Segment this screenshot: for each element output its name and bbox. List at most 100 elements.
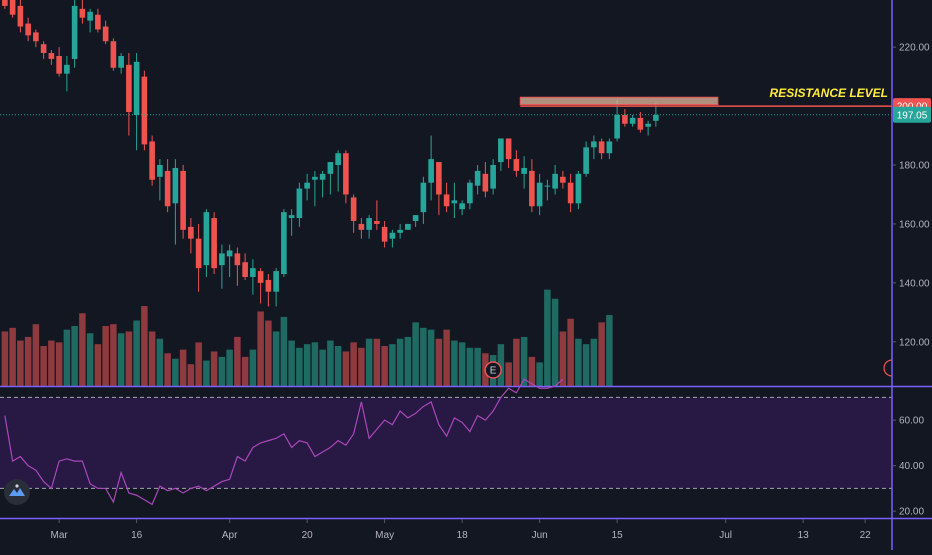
candle	[405, 223, 411, 230]
volume-bar	[86, 333, 94, 386]
resistance-zone[interactable]	[519, 96, 719, 106]
time-tick-label: Apr	[222, 530, 238, 541]
candle-body	[536, 182, 543, 207]
candle-body	[17, 5, 24, 27]
volume-bar	[179, 349, 187, 386]
candle	[64, 55, 70, 92]
candle-body	[304, 182, 310, 189]
volume-bar	[435, 338, 443, 386]
candle	[560, 170, 566, 189]
candle-body	[273, 271, 279, 292]
candle-body	[149, 141, 155, 180]
candle	[467, 179, 473, 210]
candle	[149, 135, 155, 186]
candle	[443, 182, 450, 213]
candle-body	[560, 176, 566, 183]
candle	[498, 138, 504, 171]
volume-bar	[319, 349, 326, 386]
price-tags: 200.00 197.05	[893, 98, 931, 123]
volume-bar	[381, 346, 388, 386]
candle-body	[71, 5, 78, 59]
price-tick-label: 140.00	[899, 278, 930, 289]
volume-bar	[17, 340, 24, 386]
candle	[203, 209, 210, 277]
candle-body	[343, 153, 349, 195]
candle-body	[64, 64, 70, 74]
candle-body	[606, 141, 613, 154]
volume-bar	[396, 338, 404, 386]
candle	[653, 103, 659, 127]
volume-bar	[606, 315, 613, 386]
candle	[219, 244, 225, 289]
candle-body	[637, 117, 644, 130]
volume-bar	[528, 356, 536, 386]
volume-bar	[288, 340, 295, 386]
candle	[242, 253, 248, 280]
candle	[71, 0, 78, 68]
time-axis[interactable]: Mar 16 Apr 20 May 18 Jun 15 Jul 13 22	[51, 519, 872, 541]
candle	[327, 162, 334, 195]
candle-body	[490, 165, 496, 189]
candle	[490, 159, 496, 195]
rsi-axis[interactable]: 60.00 40.00 20.00	[892, 416, 924, 518]
time-tick-label: 20	[302, 530, 314, 541]
candle	[25, 17, 31, 42]
candle	[567, 173, 574, 213]
candle	[40, 41, 47, 59]
volume-bar	[474, 347, 481, 386]
candle	[335, 150, 341, 192]
candle-body	[188, 226, 194, 239]
candle-body	[544, 185, 551, 187]
candle-body	[614, 114, 620, 139]
volume-bar	[203, 360, 210, 386]
tradingview-logo-icon[interactable]	[4, 479, 30, 505]
candle	[95, 8, 101, 33]
candle	[358, 218, 365, 239]
candle	[211, 212, 217, 275]
volume-bar	[133, 320, 140, 386]
volume-bar	[513, 338, 520, 386]
volume-bar	[79, 313, 86, 386]
candle	[474, 165, 481, 195]
time-tick-label: 15	[612, 530, 624, 541]
volume-bar	[412, 322, 419, 386]
candle-body	[40, 44, 47, 54]
volume-bar	[590, 338, 598, 386]
time-tick-label: 13	[798, 530, 810, 541]
candle-body	[474, 170, 481, 186]
candle-body	[288, 215, 295, 219]
candle-body	[575, 173, 582, 204]
candle	[583, 141, 589, 177]
volume-bar	[350, 342, 357, 386]
candle-body	[48, 53, 55, 59]
candle-body	[598, 141, 605, 154]
rsi-tick-label: 40.00	[899, 461, 924, 472]
candle-body	[164, 170, 171, 207]
volume-bar	[327, 340, 334, 386]
candle	[513, 150, 520, 177]
candle-body	[645, 123, 651, 127]
earnings-marker-icon[interactable]: E	[484, 361, 502, 379]
candle-body	[521, 167, 527, 174]
last-price-tag	[893, 106, 931, 123]
candle-body	[513, 159, 520, 171]
rsi-pane[interactable]	[0, 378, 892, 506]
candle	[234, 247, 241, 286]
candle-body	[436, 162, 442, 195]
candle	[296, 182, 303, 227]
time-tick-label: Jul	[719, 530, 732, 541]
candle-body	[366, 218, 372, 230]
candle-body	[195, 238, 202, 269]
candle	[389, 229, 396, 248]
candle	[622, 109, 628, 127]
candle-body	[102, 26, 109, 42]
candle	[141, 70, 148, 151]
candle-body	[405, 223, 411, 230]
candle	[87, 8, 93, 33]
candle-body	[397, 229, 403, 233]
candle-body	[180, 170, 186, 230]
candle	[544, 179, 551, 201]
candle-body	[389, 232, 396, 239]
candle	[381, 220, 388, 248]
candle	[412, 215, 419, 227]
